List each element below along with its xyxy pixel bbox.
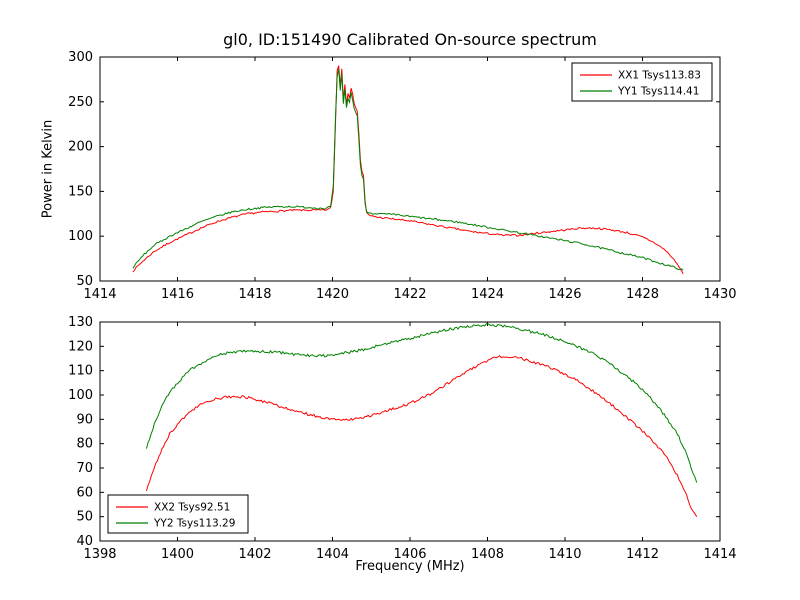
x-tick-label: 1412 bbox=[626, 547, 659, 562]
x-tick-label: 1406 bbox=[393, 547, 426, 562]
x-tick-label: 1428 bbox=[626, 287, 659, 302]
y-tick-label: 100 bbox=[68, 229, 93, 244]
x-tick-label: 1402 bbox=[238, 547, 271, 562]
y-tick-label: 130 bbox=[68, 315, 93, 330]
series-line-xx2 bbox=[146, 355, 698, 517]
x-tick-label: 1398 bbox=[83, 547, 116, 562]
x-tick-label: 1426 bbox=[548, 287, 581, 302]
legend-label: YY1 Tsys114.41 bbox=[617, 86, 699, 98]
y-tick-label: 120 bbox=[68, 339, 93, 354]
x-tick-label: 1404 bbox=[316, 547, 349, 562]
legend-label: XX2 Tsys92.51 bbox=[154, 502, 230, 514]
y-tick-label: 70 bbox=[76, 461, 93, 476]
x-tick-label: 1414 bbox=[83, 287, 116, 302]
axes-frame bbox=[99, 56, 721, 282]
x-tick-label: 1422 bbox=[393, 287, 426, 302]
subplot-2: 1398 1400 1402 1404 1406 1408 1410 1412 1414 40 50… bbox=[68, 315, 736, 562]
y-tick-label: 150 bbox=[68, 184, 93, 199]
subplot-1: 1414 1416 1418 1420 1422 1424 1426 1428 1430 50 10… bbox=[68, 50, 736, 302]
y-tick-label: 250 bbox=[68, 95, 93, 110]
legend-label: YY2 Tsys113.29 bbox=[153, 518, 235, 530]
legend: XX1 Tsys113.83 YY1 Tsys114.41 bbox=[571, 62, 713, 102]
x-tick-label: 1414 bbox=[703, 547, 736, 562]
y-tick-label: 50 bbox=[76, 274, 93, 289]
y-tick-label: 200 bbox=[68, 140, 93, 155]
x-tick-label: 1430 bbox=[703, 287, 736, 302]
x-tick-label: 1408 bbox=[471, 547, 504, 562]
series-line-yy1 bbox=[132, 68, 684, 271]
x-tick-label: 1420 bbox=[316, 287, 349, 302]
figure-title: gl0, ID:151490 Calibrated On-source spec… bbox=[223, 30, 597, 49]
y-axis-label: Power in Kelvin bbox=[40, 119, 56, 219]
y-tick-label: 100 bbox=[68, 388, 93, 403]
x-tick-label: 1400 bbox=[161, 547, 194, 562]
x-tick-label: 1424 bbox=[471, 287, 504, 302]
y-tick-label: 50 bbox=[76, 510, 93, 525]
legend-box bbox=[571, 62, 713, 102]
y-tick-label: 80 bbox=[76, 437, 93, 452]
y-tick-label: 40 bbox=[76, 534, 93, 549]
x-axis-label: Frequency (MHz) bbox=[355, 559, 465, 574]
legend: XX2 Tsys92.51 YY2 Tsys113.29 bbox=[107, 494, 249, 534]
x-tick-label: 1410 bbox=[548, 547, 581, 562]
axes-frame bbox=[99, 321, 721, 542]
series-line-xx1 bbox=[132, 65, 684, 275]
legend-label: XX1 Tsys113.83 bbox=[618, 70, 701, 82]
y-tick-label: 300 bbox=[68, 50, 93, 65]
y-tick-label: 60 bbox=[76, 485, 93, 500]
legend-box bbox=[107, 494, 249, 534]
y-tick-label: 90 bbox=[76, 412, 93, 427]
x-tick-label: 1418 bbox=[238, 287, 271, 302]
series-line-yy2 bbox=[146, 323, 698, 483]
x-tick-label: 1416 bbox=[161, 287, 194, 302]
y-tick-label: 110 bbox=[68, 364, 93, 379]
